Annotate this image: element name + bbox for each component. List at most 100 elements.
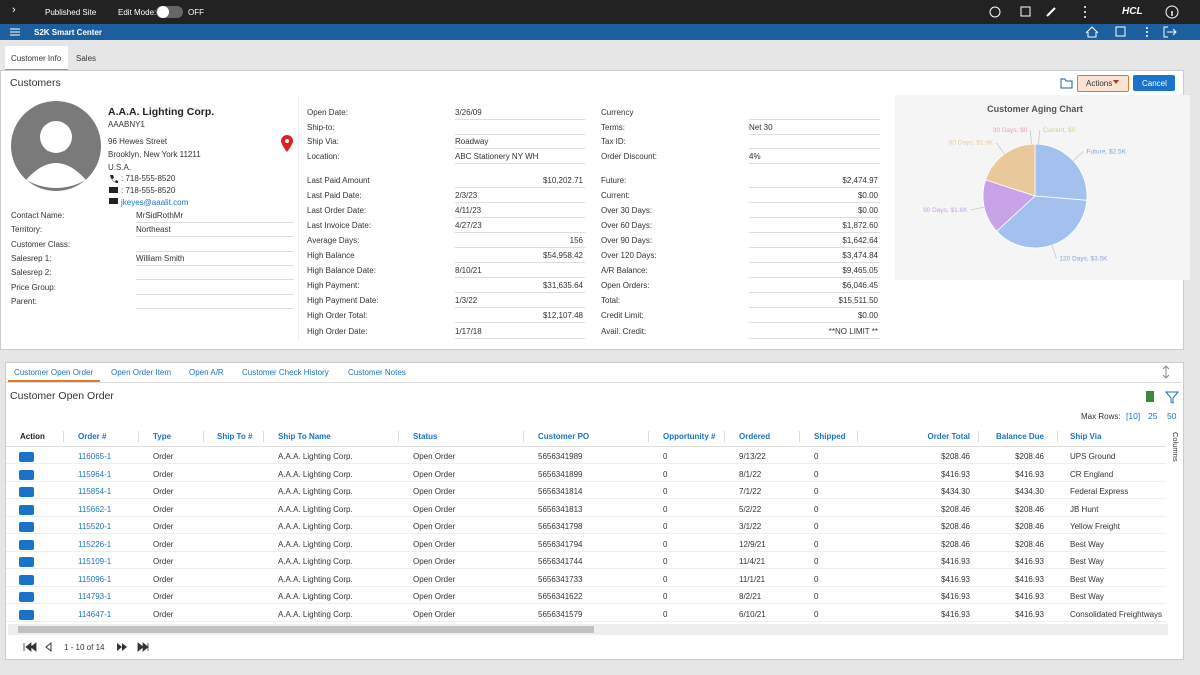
scroll-thumb[interactable] <box>18 626 594 633</box>
row-action-button[interactable] <box>19 469 34 480</box>
detail-value: 1/17/18 <box>455 326 482 336</box>
bottom-tab[interactable]: Customer Notes <box>348 368 406 377</box>
cell: $208.46 <box>941 539 970 549</box>
cell[interactable]: 116065-1 <box>78 452 112 461</box>
row-action-button[interactable] <box>19 539 34 550</box>
cell: Open Order <box>413 452 456 461</box>
max-rows-option[interactable]: 25 <box>1148 411 1158 421</box>
detail-label: Current: <box>601 191 630 201</box>
row-action-button[interactable] <box>19 487 34 497</box>
detail-underline <box>749 217 880 219</box>
address-line: U.S.A. <box>108 163 132 172</box>
pagination-controls[interactable] <box>20 641 150 653</box>
cell: 3/1/22 <box>739 522 762 531</box>
column-header[interactable]: Ship Via <box>1070 432 1102 441</box>
bottom-tab[interactable]: Open A/R <box>189 368 224 377</box>
bottom-tab[interactable]: Customer Check History <box>242 368 329 377</box>
cell: 5656341794 <box>538 539 583 549</box>
cell: Order <box>153 469 174 479</box>
column-separator <box>648 431 649 442</box>
cell: 0 <box>814 522 819 531</box>
detail-value: $6,046.45 <box>842 281 878 291</box>
tab[interactable]: Sales <box>76 54 97 63</box>
pie-slice <box>985 143 1036 197</box>
cell: $416.93 <box>1015 609 1044 619</box>
row-action-button[interactable] <box>19 574 34 585</box>
cell[interactable]: 115662-1 <box>78 504 112 514</box>
tab[interactable]: Customer Info <box>11 54 62 63</box>
detail-underline <box>455 247 585 249</box>
detail-underline <box>455 133 585 135</box>
cell[interactable]: 114793-1 <box>78 592 112 601</box>
row-action-button[interactable] <box>19 609 34 620</box>
column-header[interactable]: Shipped <box>814 432 846 441</box>
detail-underline <box>749 187 880 188</box>
detail-label: Last Paid Date: <box>307 191 362 201</box>
cell: A.A.A. Lighting Corp. <box>278 539 353 549</box>
export-filter-icons[interactable] <box>1144 390 1180 404</box>
row-action-button[interactable] <box>19 557 34 567</box>
actions-label: Actions <box>1086 79 1113 88</box>
cell[interactable]: 115520-1 <box>78 522 112 531</box>
email[interactable]: jkeyes@aaalit.com <box>121 198 189 207</box>
cell[interactable]: 115964-1 <box>78 469 112 479</box>
cell[interactable]: 115854-1 <box>78 487 112 496</box>
bottom-tab[interactable]: Open Order Item <box>111 368 172 377</box>
cell[interactable]: 115226-1 <box>78 539 112 549</box>
detail-label: Last Paid Amount <box>307 176 370 185</box>
max-rows-option[interactable]: 50 <box>1167 411 1177 421</box>
column-header[interactable]: Ship To # <box>217 432 253 441</box>
menu-icon[interactable] <box>9 27 21 37</box>
column-header[interactable]: Opportunity # <box>663 432 716 441</box>
bottom-tab[interactable]: Customer Open Order <box>14 368 94 377</box>
cell[interactable]: 115109-1 <box>78 557 112 566</box>
column-header[interactable]: Action <box>20 432 45 441</box>
detail-value: 2/3/23 <box>455 191 478 201</box>
toolbar-icons[interactable] <box>985 4 1105 20</box>
row-action-button[interactable] <box>19 452 34 462</box>
cell: Best Way <box>1070 557 1104 566</box>
row-action-button[interactable] <box>19 592 34 602</box>
column-header[interactable]: Ship To Name <box>278 432 331 441</box>
column-header[interactable]: Status <box>413 432 438 441</box>
detail-value: 3/26/09 <box>455 108 482 117</box>
map-pin[interactable] <box>280 135 294 153</box>
detail-value: $12,107.48 <box>542 311 583 321</box>
cell: 0 <box>663 539 668 549</box>
cell: Consolidated Freightways <box>1070 609 1163 619</box>
column-header[interactable]: Type <box>153 432 172 441</box>
folder-icon[interactable] <box>1060 77 1074 89</box>
columns-toggle[interactable]: Columns <box>1171 432 1180 462</box>
column-header[interactable]: Ordered <box>739 432 771 441</box>
leader-line <box>1030 130 1032 145</box>
column-header[interactable]: Order Total <box>927 432 970 441</box>
column-header[interactable]: Customer PO <box>538 432 590 441</box>
max-rows-option[interactable]: [10] <box>1126 411 1141 421</box>
expand-icon[interactable]: › <box>12 4 16 16</box>
cell: Open Order <box>413 504 456 514</box>
column-header[interactable]: Order # <box>78 432 107 441</box>
cancel-button[interactable] <box>1133 75 1175 91</box>
actions-button[interactable] <box>1077 75 1129 92</box>
app-icons[interactable] <box>1080 24 1200 40</box>
cell: Open Order <box>413 574 456 584</box>
collapse-icon[interactable] <box>1160 365 1172 379</box>
cell[interactable]: 115096-1 <box>78 574 112 584</box>
field-underline <box>136 293 294 295</box>
detail-value: $0.00 <box>857 206 878 216</box>
row-action-button[interactable] <box>19 522 34 532</box>
cell: Open Order <box>413 609 456 619</box>
site-selector[interactable]: Published Site <box>45 8 97 17</box>
cell: 0 <box>814 452 819 461</box>
detail-underline <box>749 292 880 294</box>
edit-toggle[interactable] <box>155 5 185 19</box>
cell[interactable]: 114647-1 <box>78 609 112 619</box>
column-header[interactable]: Balance Due <box>995 432 1044 441</box>
detail-underline <box>749 322 880 324</box>
cell: A.A.A. Lighting Corp. <box>278 592 353 601</box>
detail-label: High Order Total: <box>307 311 368 321</box>
customer-code: AAABNY1 <box>108 120 145 129</box>
info-icon[interactable] <box>1165 5 1179 19</box>
row-action-button[interactable] <box>19 504 34 515</box>
orders-panel <box>5 362 1184 660</box>
